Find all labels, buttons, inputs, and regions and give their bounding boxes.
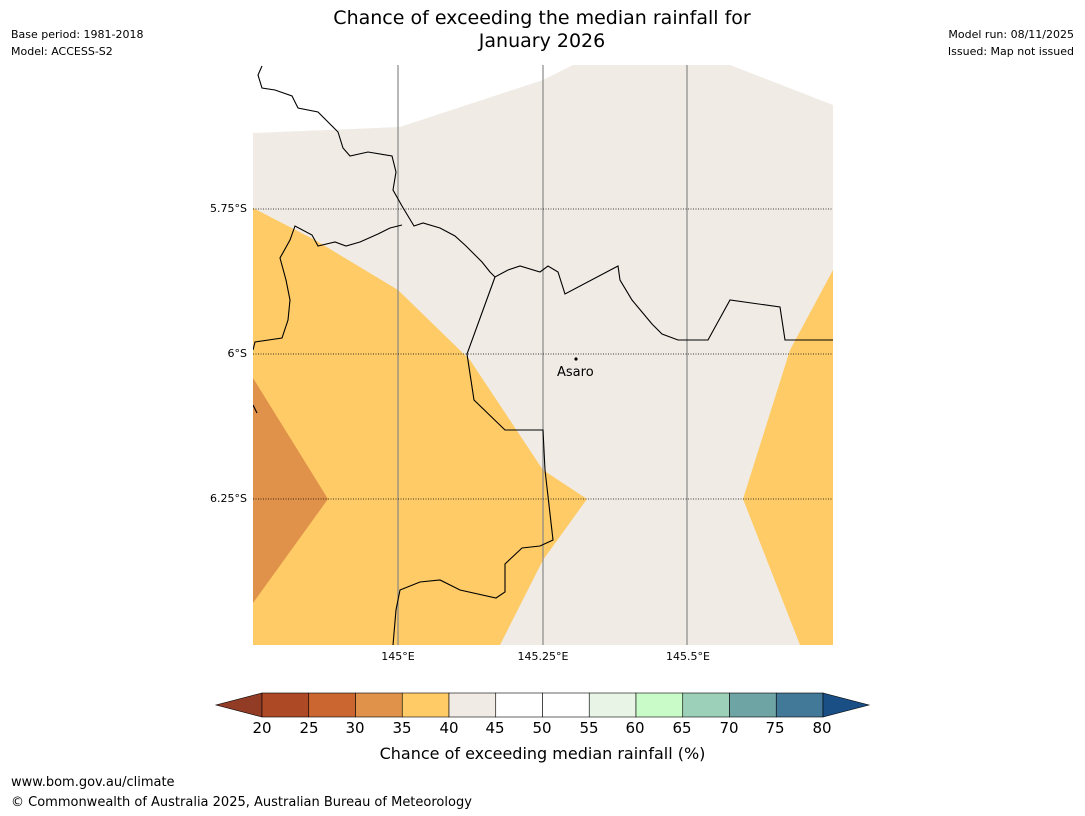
colorbar-segment [355,692,403,718]
colorbar-tick: 20 [252,719,272,737]
colorbar-tick: 40 [439,719,459,737]
place-label-asaro: Asaro [557,365,594,380]
colorbar-tick: 30 [345,719,365,737]
colorbar-tick: 65 [672,719,692,737]
lat-label-6-25: 6.25°S [210,492,247,505]
colorbar-segment [588,692,637,718]
colorbar-segment [542,692,590,718]
colorbar-tick: 75 [765,719,785,737]
asaro-marker [574,357,578,361]
colorbar-segment [635,692,684,718]
colorbar-tick: 25 [299,719,319,737]
colorbar-tick: 45 [485,719,505,737]
colorbar-segment [401,692,450,718]
lat-label-5-75: 5.75°S [210,202,247,215]
colorbar-segment [448,692,497,718]
colorbar-tick: 35 [392,719,412,737]
meta-right: Model run: 08/11/2025 Issued: Map not is… [948,26,1074,60]
colorbar-segment [261,692,310,718]
footer-url[interactable]: www.bom.gov.au/climate [11,775,175,790]
colorbar-tick: 50 [532,719,552,737]
footer-copyright: © Commonwealth of Australia 2025, Austra… [11,795,472,810]
colorbar-extend-low [214,692,263,718]
title-line-1: Chance of exceeding the median rainfall … [333,7,751,29]
lon-label-145: 145°E [381,650,415,663]
title-line-2: January 2026 [478,30,606,52]
base-period: Base period: 1981-2018 [11,28,144,41]
map-frame [253,65,833,645]
region-35-40-east [743,270,833,645]
province-boundaries [253,65,833,645]
colorbar-segment [775,692,824,718]
colorbar-tick: 80 [812,719,832,737]
colorbar-tick: 70 [719,719,739,737]
lat-label-6: 6°S [227,347,247,360]
issued-status: Issued: Map not issued [947,45,1074,58]
colorbar-tick: 60 [625,719,645,737]
lon-label-145-5: 145.5°E [666,650,710,663]
colorbar-tick: 55 [579,719,599,737]
colorbar-segment [682,692,730,718]
model-name: Model: ACCESS-S2 [11,45,113,58]
colorbar [214,692,871,718]
colorbar-segment [495,692,543,718]
colorbar-segment [308,692,356,718]
colorbar-segment [729,692,777,718]
lon-label-145-25: 145.25°E [517,650,569,663]
meta-left: Base period: 1981-2018 Model: ACCESS-S2 [11,26,143,60]
colorbar-label: Chance of exceeding median rainfall (%) [379,744,706,763]
region-30-35 [253,378,328,603]
map-title: Chance of exceeding the median rainfall … [242,7,842,53]
region-35-40-west [253,208,587,645]
colorbar-extend-high [822,692,871,718]
model-run: Model run: 08/11/2025 [948,28,1074,41]
